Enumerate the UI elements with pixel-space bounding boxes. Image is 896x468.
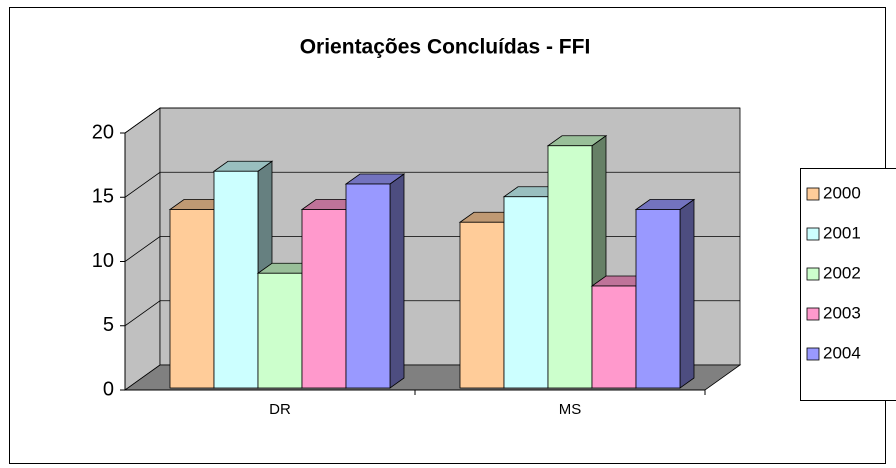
grid-line	[124, 107, 740, 134]
legend-swatch	[806, 227, 820, 241]
bar-side	[389, 173, 405, 389]
bar	[301, 209, 347, 389]
legend-label: 2002	[823, 263, 861, 282]
bar	[591, 285, 637, 389]
y-tick-label: 5	[103, 314, 114, 336]
y-tick-label: 15	[92, 186, 114, 208]
legend	[800, 168, 896, 401]
y-tick-label: 0	[103, 378, 114, 400]
legend-swatch	[806, 267, 820, 281]
legend-swatch	[806, 347, 820, 361]
legend-label: 2004	[823, 343, 861, 362]
chart-title: Orientações Concluídas - FFI	[300, 36, 591, 59]
legend-swatch	[806, 187, 820, 201]
bar	[169, 209, 215, 389]
legend-label: 2003	[823, 303, 861, 322]
bar	[547, 145, 593, 389]
x-tick-label: DR	[269, 401, 291, 418]
legend-label: 2001	[823, 223, 861, 242]
bar	[213, 170, 259, 389]
y-tick-label: 20	[92, 121, 114, 143]
bar	[635, 209, 681, 389]
bar	[257, 272, 303, 389]
y-tick-label: 10	[92, 250, 114, 272]
bar	[459, 221, 505, 389]
bar-side	[679, 198, 695, 389]
grid-line	[124, 171, 740, 198]
legend-label: 2000	[823, 183, 861, 202]
x-tick-label: MS	[559, 401, 582, 418]
bar	[345, 183, 391, 389]
legend-swatch	[806, 307, 820, 321]
bar	[503, 196, 549, 389]
